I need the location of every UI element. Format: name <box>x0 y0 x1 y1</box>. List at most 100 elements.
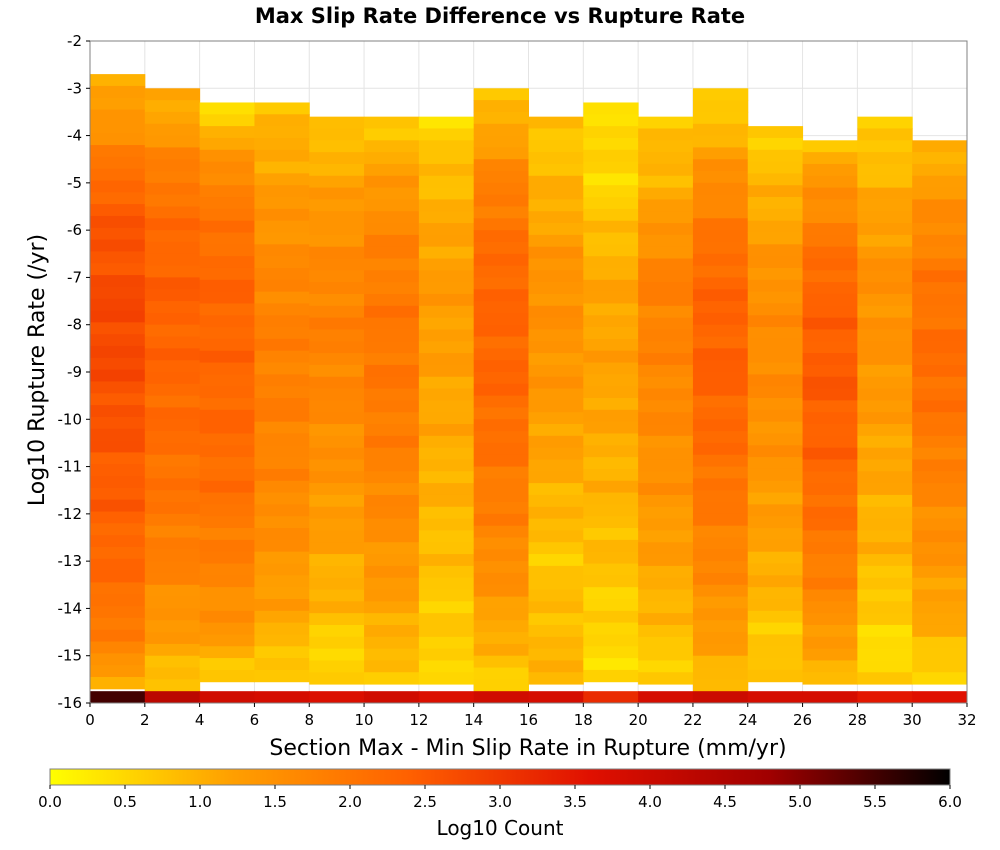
x-axis-ticks: 0 2 4 6 8 10 12 14 16 18 20 22 24 26 28 30 32 <box>85 703 977 729</box>
heatmap-cell <box>473 572 529 586</box>
heatmap-cell <box>254 256 310 269</box>
heatmap-cell <box>583 102 639 115</box>
heatmap-cell <box>199 610 255 624</box>
heatmap-cell <box>912 613 968 626</box>
heatmap-cell <box>473 336 529 349</box>
y-tick-label: -14 <box>58 599 83 617</box>
heatmap-cell <box>90 523 146 536</box>
heatmap-cell <box>90 582 146 595</box>
heatmap-cell <box>692 596 749 609</box>
heatmap-cell <box>90 204 146 217</box>
heatmap-cell <box>473 230 529 243</box>
heatmap-cell <box>144 572 201 586</box>
heatmap-cell <box>747 315 804 328</box>
heatmap-bottom-cell <box>747 691 804 703</box>
heatmap-cell <box>364 624 420 638</box>
heatmap-cell <box>528 282 584 295</box>
heatmap-cell <box>254 634 310 647</box>
heatmap-cell <box>144 549 201 562</box>
heatmap-cell <box>254 279 310 293</box>
heatmap-cell <box>473 478 529 491</box>
heatmap-cell <box>638 128 694 141</box>
heatmap-cell <box>364 542 420 555</box>
heatmap-cell <box>692 171 749 184</box>
heatmap-cell <box>912 270 968 283</box>
heatmap-cell <box>638 353 694 366</box>
heatmap-cell <box>418 329 475 342</box>
heatmap-cell <box>638 317 694 330</box>
heatmap-cell <box>857 554 913 567</box>
x-tick-label: 14 <box>464 711 483 729</box>
heatmap-cell <box>418 542 475 555</box>
heatmap-cell <box>418 116 475 129</box>
heatmap-cell <box>528 388 584 401</box>
heatmap-cell <box>309 542 365 555</box>
heatmap-cell <box>418 270 475 283</box>
heatmap-cell <box>912 187 968 200</box>
heatmap-cell <box>912 317 968 330</box>
heatmap-cell <box>473 301 529 314</box>
heatmap-cell <box>364 305 420 319</box>
heatmap-cell <box>528 234 584 248</box>
heatmap-cell <box>309 187 365 200</box>
heatmap-cell <box>473 667 529 680</box>
colorbar-tick-label: 0.0 <box>38 793 62 811</box>
heatmap-cell <box>638 199 694 212</box>
heatmap-cell <box>473 490 529 503</box>
heatmap-cell <box>364 648 420 661</box>
y-tick-label: -4 <box>67 127 82 145</box>
heatmap-cell <box>528 601 584 614</box>
heatmap-cell <box>528 589 584 602</box>
heatmap-cell <box>418 435 475 449</box>
heatmap-cell <box>528 494 584 508</box>
heatmap-cell <box>747 244 804 257</box>
heatmap-cell <box>144 632 201 645</box>
heatmap-cell <box>309 530 365 543</box>
heatmap-bottom-cell <box>638 691 694 703</box>
heatmap-cell <box>857 530 913 543</box>
heatmap-cell <box>692 655 749 669</box>
heatmap-cell <box>528 565 584 579</box>
heatmap-cell <box>692 643 749 657</box>
heatmap-cell <box>309 376 365 390</box>
heatmap-cell <box>309 317 365 330</box>
heatmap-cell <box>254 658 310 671</box>
heatmap-cell <box>747 173 804 186</box>
heatmap-cell <box>364 187 420 200</box>
heatmap-cell <box>309 589 365 602</box>
heatmap-cell <box>583 338 639 352</box>
heatmap-cell <box>90 416 146 430</box>
heatmap-cell <box>90 180 146 193</box>
heatmap-cell <box>364 223 420 236</box>
heatmap-cell <box>747 126 804 139</box>
heatmap-cell <box>528 435 584 449</box>
heatmap-cell <box>802 152 858 165</box>
heatmap-cell <box>144 301 201 314</box>
heatmap-cell <box>309 116 365 129</box>
heatmap-cell <box>912 293 968 307</box>
heatmap-cell <box>90 357 146 371</box>
heatmap-cell <box>418 471 475 484</box>
heatmap-cell <box>199 457 255 470</box>
heatmap-cell <box>583 539 639 553</box>
heatmap-cell <box>857 412 913 425</box>
heatmap-cell <box>199 126 255 139</box>
heatmap-cell <box>528 577 584 591</box>
heatmap-cell <box>309 459 365 472</box>
heatmap-cell <box>418 364 475 378</box>
heatmap-cell <box>90 251 146 264</box>
heatmap-cell <box>309 364 365 378</box>
heatmap-cell <box>309 234 365 248</box>
heatmap-cell <box>90 381 146 394</box>
heatmap-cell <box>528 270 584 283</box>
heatmap-cell <box>802 234 858 248</box>
heatmap-cell <box>254 220 310 234</box>
heatmap-cell <box>638 329 694 342</box>
heatmap-cell <box>90 440 146 453</box>
heatmap-cell <box>364 211 420 224</box>
heatmap-cell <box>638 447 694 460</box>
heatmap-cell <box>199 563 255 576</box>
heatmap-cell <box>692 123 749 137</box>
heatmap-cell <box>90 606 146 619</box>
heatmap-cell <box>638 364 694 378</box>
